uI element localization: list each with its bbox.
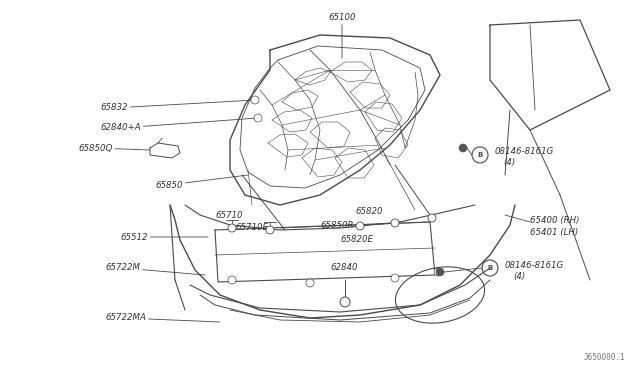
Text: 65400 (RH): 65400 (RH) [530, 215, 579, 224]
Circle shape [306, 279, 314, 287]
Text: 65100: 65100 [328, 13, 356, 58]
Text: 65850R: 65850R [320, 221, 353, 231]
Text: 65850: 65850 [155, 175, 248, 189]
Circle shape [436, 268, 444, 276]
Circle shape [228, 224, 236, 232]
Text: 65820E: 65820E [340, 235, 373, 244]
Text: 65722MA: 65722MA [105, 314, 220, 323]
Text: 08146-8161G: 08146-8161G [495, 148, 554, 157]
Text: B: B [477, 152, 483, 158]
Text: 62840+A: 62840+A [100, 118, 258, 132]
Circle shape [356, 222, 364, 230]
Text: 65710E: 65710E [235, 224, 268, 232]
Circle shape [251, 96, 259, 104]
Text: 65710: 65710 [215, 211, 243, 219]
Text: 65832: 65832 [100, 100, 255, 112]
Circle shape [434, 268, 442, 276]
Circle shape [254, 114, 262, 122]
Text: 65722M: 65722M [105, 263, 205, 275]
Circle shape [428, 214, 436, 222]
Text: (4): (4) [513, 272, 525, 280]
Text: 62840: 62840 [330, 263, 358, 273]
Circle shape [391, 274, 399, 282]
Text: 65820: 65820 [355, 208, 383, 217]
Text: B: B [488, 265, 493, 271]
Text: (4): (4) [503, 158, 515, 167]
Circle shape [340, 297, 350, 307]
Text: 08146-8161G: 08146-8161G [505, 260, 564, 269]
Circle shape [228, 276, 236, 284]
Circle shape [459, 144, 467, 152]
Text: 65401 (LH): 65401 (LH) [530, 228, 579, 237]
Text: 65512: 65512 [120, 232, 208, 241]
Circle shape [266, 226, 274, 234]
Text: 65850Q: 65850Q [78, 144, 150, 153]
Text: J650000.1: J650000.1 [584, 353, 625, 362]
Circle shape [391, 219, 399, 227]
